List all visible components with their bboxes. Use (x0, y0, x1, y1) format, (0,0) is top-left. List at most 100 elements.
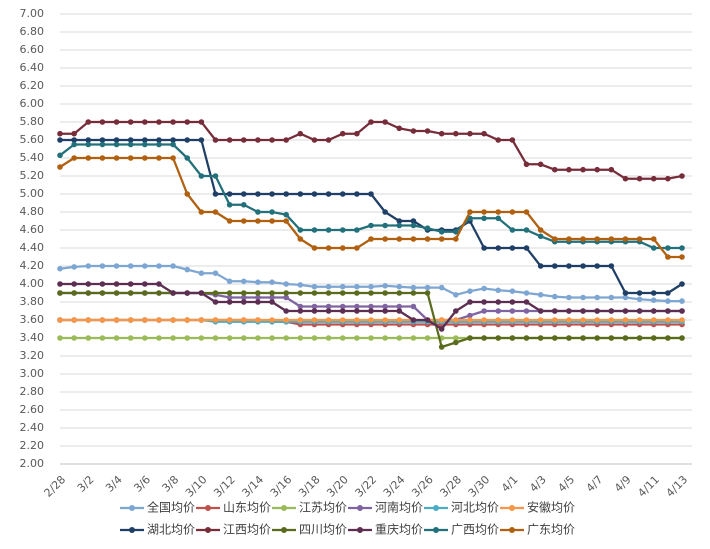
data-point (551, 317, 558, 323)
data-point (142, 317, 148, 323)
data-point (269, 317, 275, 323)
data-point (311, 191, 318, 197)
data-point (226, 294, 233, 301)
data-point (297, 317, 304, 323)
data-point (226, 299, 233, 305)
data-point (57, 335, 63, 341)
data-point (113, 290, 120, 296)
data-point (325, 308, 332, 314)
data-point (71, 335, 77, 341)
data-point (240, 317, 247, 323)
data-point (240, 299, 247, 305)
data-point (453, 317, 459, 323)
data-point (679, 317, 685, 323)
data-point (71, 130, 77, 137)
data-point (566, 263, 572, 269)
data-point (255, 279, 261, 286)
legend-marker (281, 527, 287, 533)
data-point (354, 290, 360, 296)
data-point (297, 335, 304, 341)
data-point (368, 317, 374, 323)
y-tick-label: 6.20 (20, 79, 45, 92)
data-point (85, 119, 92, 125)
data-point (523, 227, 530, 233)
data-point (509, 137, 516, 143)
data-point (283, 317, 289, 323)
data-point (650, 297, 657, 304)
data-point (354, 317, 360, 323)
data-point (240, 294, 247, 301)
data-point (382, 222, 388, 229)
data-point (311, 335, 318, 341)
data-point (368, 308, 374, 314)
data-point (156, 290, 162, 296)
data-point (156, 281, 162, 287)
data-point (198, 173, 205, 179)
data-point (311, 283, 318, 290)
data-point (354, 303, 360, 310)
data-point (127, 263, 134, 269)
data-point (212, 335, 219, 341)
data-point (283, 308, 289, 314)
data-point (495, 317, 502, 323)
data-point (269, 290, 275, 296)
data-point (198, 209, 205, 215)
data-point (325, 290, 332, 296)
data-point (622, 335, 629, 341)
legend-marker (357, 505, 363, 511)
data-point (608, 308, 615, 314)
data-point (184, 137, 191, 143)
y-tick-label: 3.00 (20, 367, 45, 380)
data-point (509, 308, 516, 314)
data-point (636, 308, 643, 314)
data-point (269, 218, 275, 224)
data-point (665, 317, 671, 323)
data-point (424, 290, 431, 296)
data-point (325, 137, 332, 143)
data-point (636, 317, 643, 323)
data-point (368, 119, 374, 125)
data-point (156, 335, 162, 341)
y-tick-label: 2.00 (20, 457, 45, 470)
data-point (325, 191, 332, 197)
data-point (212, 317, 219, 323)
data-point (551, 236, 558, 242)
y-tick-label: 6.60 (20, 43, 45, 56)
data-point (495, 299, 502, 305)
data-point (113, 281, 120, 287)
data-point (184, 317, 191, 323)
legend-label: 河北均价 (451, 501, 499, 515)
data-point (396, 303, 403, 310)
data-point (127, 290, 134, 296)
data-point (453, 308, 459, 314)
legend-marker (433, 505, 439, 511)
data-point (297, 290, 304, 296)
data-point (85, 317, 92, 323)
data-point (283, 281, 289, 287)
data-point (85, 335, 92, 341)
data-point (424, 284, 431, 291)
data-point (240, 218, 247, 224)
data-point (325, 317, 332, 323)
legend-marker (433, 527, 439, 533)
data-point (99, 290, 106, 296)
data-point (156, 119, 162, 125)
data-point (509, 288, 516, 295)
legend-marker (357, 527, 363, 533)
data-point (142, 155, 148, 161)
data-point (57, 290, 63, 296)
data-point (679, 308, 685, 314)
data-point (297, 308, 304, 314)
data-point (368, 335, 374, 341)
data-point (71, 264, 77, 270)
data-point (255, 299, 261, 305)
data-point (85, 281, 92, 287)
data-point (622, 236, 629, 242)
data-point (594, 335, 600, 341)
legend-label: 河南均价 (375, 500, 423, 515)
legend-label: 重庆均价 (375, 523, 423, 537)
data-point (368, 303, 374, 310)
legend-marker (509, 505, 515, 511)
data-point (481, 299, 487, 305)
data-point (523, 245, 530, 251)
